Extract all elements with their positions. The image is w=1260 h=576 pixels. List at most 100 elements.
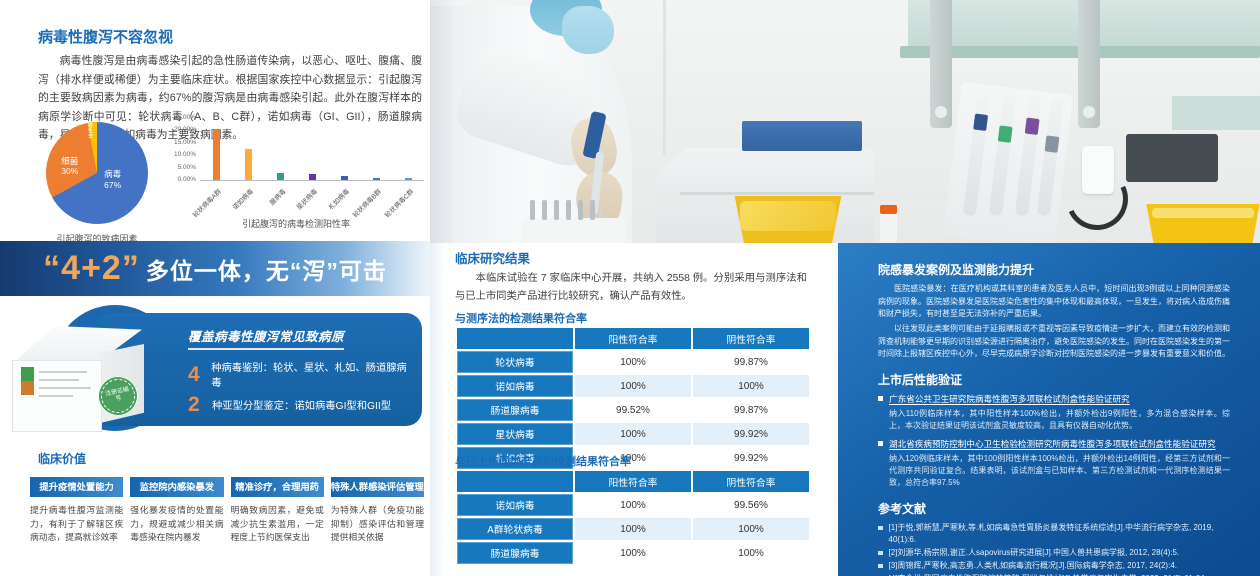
references-title: 参考文献 — [878, 501, 927, 516]
test-tube — [554, 200, 559, 220]
bar-轮状病毒C群 — [404, 177, 412, 180]
clinical-value-columns: 提升疫情处置能力 提升病毒性腹泻监测能力，有利于了解辖区疾病动态，提高就诊效率 监控… — [30, 477, 424, 545]
clinical-research-intro: 本临床试验在 7 家临床中心开展，共纳入 2558 例。分别采用与测序法和与已上… — [455, 273, 807, 302]
table-cell: 100% — [575, 351, 691, 373]
fold-shadow — [430, 0, 456, 243]
clinical-value-ribbon: 监控院内感染暴发 — [130, 477, 224, 497]
table-row-label: 札如病毒 — [457, 447, 573, 469]
table-cell: 100% — [693, 375, 809, 397]
kit-box-green-stripe — [21, 367, 34, 381]
outbreak-paragraph: 以往发现此类案例可能由于延报瞒报或不重视等因素导致疫情进一步扩大，而建立有效的检… — [878, 323, 1230, 359]
test-tube — [590, 200, 595, 220]
door-edge — [663, 0, 666, 155]
table-cell: 100% — [575, 447, 691, 469]
clinical-value-ribbon: 提升疫情处置能力 — [30, 477, 124, 497]
table-row: A群轮状病毒 100% 100% — [457, 518, 809, 540]
pie-label-bacteria: 细菌 30% — [61, 155, 79, 177]
clinical-value-desc: 为特殊人群（免疫功能抑制）感染评估和管理提供相关依据 — [330, 505, 424, 543]
validation-section-title: 上市后性能验证 — [878, 372, 963, 387]
product-card-title: 覆盖病毒性腹泻常见致病原 — [188, 326, 345, 350]
bar-星状病毒 — [308, 173, 316, 180]
reference-item: [4]李金松.我国病毒性腹泻防控的策略,现状与挑战[J].热带病与寄生虫学, 2… — [878, 573, 1230, 576]
bar-chart-y-tick: 5.00% — [177, 163, 196, 171]
equipment-slot — [1126, 134, 1218, 182]
clinical-value-ribbon: 特殊人群感染评估管理 — [330, 477, 424, 497]
product-feature-item: 4 种病毒鉴别：轮状、星状、札如、肠道腺病毒 — [188, 359, 408, 389]
table-header-cell — [457, 471, 573, 492]
table-row-label: 星状病毒 — [457, 423, 573, 445]
pie-chart-block: 病毒 67% 细菌 30% 寄生虫 引起腹泻的致病因素 — [26, 122, 168, 245]
table-row: 肠道腺病毒 99.52% 99.87% — [457, 399, 809, 421]
test-tube — [578, 200, 583, 220]
slogan-banner: “4+2” 多位一体，无“泻”可击 — [0, 241, 430, 296]
shelf-bracket — [930, 0, 952, 128]
clinical-value-column: 特殊人群感染评估管理为特殊人群（免疫功能抑制）感染评估和管理提供相关依据 — [330, 477, 424, 545]
product-card-items: 4 种病毒鉴别：轮状、星状、札如、肠道腺病毒 2 种亚型分型鉴定：诺如病毒GI型和GI… — [188, 359, 408, 415]
table-cell: 100% — [575, 375, 691, 397]
table-cell: 100% — [575, 542, 691, 564]
tube-orange-cap — [880, 205, 897, 214]
table-row: 轮状病毒 100% 99.87% — [457, 351, 809, 373]
table-row: 诺如病毒 100% 99.56% — [457, 494, 809, 516]
feature-text: 种亚型分型鉴定：诺如病毒GI型和GII型 — [212, 401, 392, 412]
table-header-cell: 阳性符合率 — [575, 471, 691, 492]
surgical-mask — [562, 6, 614, 54]
bar-chart-y-tick: 15.00% — [173, 138, 196, 146]
table-row: 星状病毒 100% 99.92% — [457, 423, 809, 445]
table-cell: 100% — [575, 423, 691, 445]
bar-caption: 引起腹泻的病毒检测阳性率 — [241, 219, 350, 229]
pie-chart: 病毒 67% 细菌 30% 寄生虫 — [46, 122, 148, 224]
table2-title: 与已上市同类产品的检测结果符合率 — [455, 456, 631, 468]
bar-札如病毒 — [340, 176, 348, 180]
table-row-label: 肠道腺病毒 — [457, 399, 573, 421]
pie-label-virus: 病毒 67% — [104, 168, 122, 190]
study-headline: 湖北省疾病预防控制中心卫生检验检测研究所病毒性腹泻多项联检试剂盒性能验证研究 — [878, 438, 1230, 450]
clinical-research-title: 临床研究结果 — [455, 252, 531, 266]
clinical-value-ribbon: 精准诊疗，合理用药 — [230, 477, 324, 497]
kit-box-orange-stripe — [21, 381, 34, 395]
table-header-cell — [457, 328, 573, 349]
yellow-waste-bin — [734, 196, 842, 243]
bar-chart-plot: 0.00% 5.00% 10.00% 15.00% 20.00% 25.00% — [174, 114, 424, 183]
feature-text: 种病毒鉴别：轮状、星状、札如、肠道腺病毒 — [211, 363, 407, 389]
sample-tube — [880, 205, 897, 243]
test-tube — [530, 200, 535, 220]
bar-chart-y-tick: 10.00% — [173, 151, 196, 159]
table-header-row: 阳性符合率 阴性符合率 — [457, 471, 809, 492]
table-cell: 100% — [693, 518, 809, 540]
reference-text: [3]周锦辉,严寒秋,高志勇.人类札如病毒流行概况[J].国际病毒学杂志, 20… — [888, 560, 1178, 570]
blue-reagent-box — [742, 121, 862, 151]
study-headline-text: 湖北省疾病预防控制中心卫生检验检测研究所病毒性腹泻多项联检试剂盒性能验证研究 — [889, 438, 1216, 449]
lab-photo — [430, 0, 1260, 243]
reference-list: [1]于悦,郭新慧,严寒秋,等.札如病毒急性胃肠炎暴发特征系统综述[J].中华流… — [878, 522, 1230, 576]
table-cell: 99.87% — [693, 351, 809, 373]
table-row-label: 轮状病毒 — [457, 351, 573, 373]
feature-count: 2 — [188, 393, 200, 416]
table-header-row: 阳性符合率 阴性符合率 — [457, 328, 809, 349]
table-header-cell: 阴性符合率 — [693, 471, 809, 492]
sequencing-concordance-table: 阳性符合率 阴性符合率 轮状病毒 100% 99.87% 诺如病毒 100% 100% 肠道腺病… — [455, 326, 811, 471]
shelf-bracket — [1078, 0, 1100, 128]
test-tube — [566, 200, 571, 220]
test-tube — [542, 200, 547, 220]
table-cell: 99.52% — [575, 399, 691, 421]
table-row-label: A群轮状病毒 — [457, 518, 573, 540]
clinical-value-column: 提升疫情处置能力 提升病毒性腹泻监测能力，有利于了解辖区疾病动态，提高就诊效率 — [30, 477, 124, 545]
outbreak-paragraph: 医院感染暴发：在医疗机构或其科室的患者及医务人员中，短时间出现3例或以上同种同源… — [878, 284, 1230, 319]
table-row-label: 肠道腺病毒 — [457, 542, 573, 564]
table-row: 诺如病毒 100% 100% — [457, 375, 809, 397]
bar-chart-x-label: 轮状病毒A群 — [192, 188, 224, 220]
fold-shadow — [430, 243, 446, 576]
slogan-text: 多位一体，无“泻”可击 — [145, 257, 387, 284]
bar-chart-bars — [200, 118, 424, 180]
bar-腺病毒 — [276, 172, 284, 180]
clinical-value-column: 精准诊疗，合理用药明确致病因素，避免或减少抗生素滥用，一定程度上节约医保支出 — [230, 477, 324, 545]
table-cell: 100% — [575, 494, 691, 516]
reference-text: [4]李金松.我国病毒性腹泻防控的策略,现状与挑战[J].热带病与寄生虫学, 2… — [889, 573, 1207, 576]
bar-chart-x-label: 星状病毒 — [295, 188, 320, 212]
pie-label-parasite: 寄生虫 — [87, 123, 94, 139]
glass-shelf-right — [1172, 96, 1260, 130]
clinical-value-desc: 明确致病因素，避免或减少抗生素滥用，一定程度上节约医保支出 — [230, 505, 324, 543]
product-feature-item: 2 种亚型分型鉴定：诺如病毒GI型和GII型 — [188, 394, 408, 415]
